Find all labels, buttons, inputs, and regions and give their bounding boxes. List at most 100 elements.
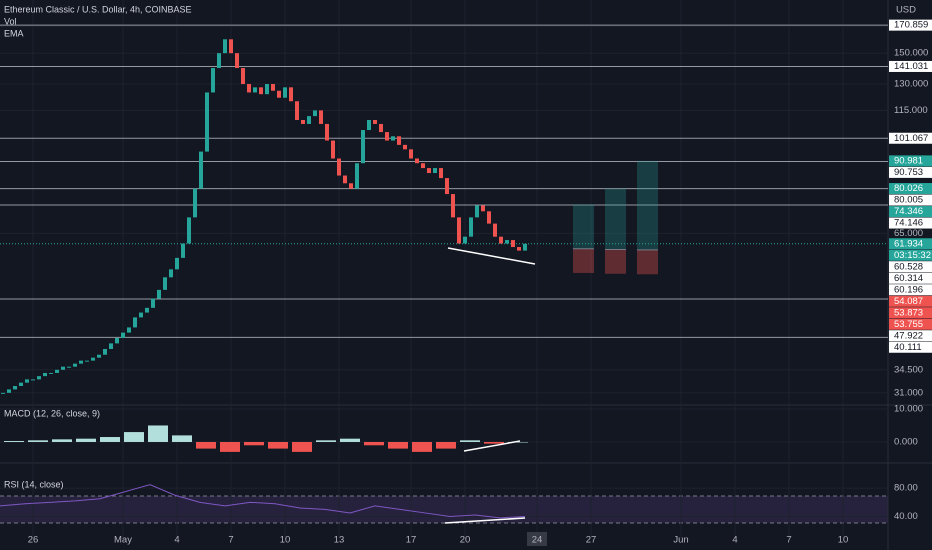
candle <box>169 269 173 278</box>
price-tag <box>889 132 932 144</box>
candle <box>379 123 383 133</box>
date-label: 4 <box>174 535 179 546</box>
candle <box>475 205 479 218</box>
price-tag <box>889 166 932 178</box>
candle <box>175 257 179 270</box>
candle <box>229 39 233 54</box>
date-label: 20 <box>460 535 471 546</box>
price-tick-label: 31.000 <box>894 387 923 398</box>
countdown-tag <box>889 249 932 261</box>
candle <box>223 39 227 54</box>
price-tag-label: 60.196 <box>894 284 923 295</box>
date-label: Jun <box>673 535 688 546</box>
candle <box>487 211 491 224</box>
rsi-tick-label: 40.00 <box>894 511 918 522</box>
macd-bar <box>52 439 72 442</box>
macd-bar <box>4 440 24 442</box>
macd-bar <box>460 440 480 442</box>
price-tag <box>889 295 932 307</box>
target-zone <box>637 160 658 250</box>
macd-bar <box>436 441 456 449</box>
candle <box>271 84 275 91</box>
ema-label: EMA <box>4 28 24 38</box>
candle <box>301 120 305 124</box>
candle <box>13 386 17 390</box>
price-tag <box>889 238 932 250</box>
price-tag-label: 40.111 <box>894 342 922 353</box>
candle <box>259 87 263 95</box>
price-tag-label: 53.873 <box>894 307 923 318</box>
price-tag-label: 170.859 <box>894 20 928 31</box>
date-label: 13 <box>334 535 345 546</box>
price-tag <box>889 318 932 330</box>
candle <box>199 151 203 189</box>
candle <box>493 223 497 237</box>
candle <box>439 168 443 179</box>
candle <box>193 188 197 218</box>
stop-zone <box>637 249 658 275</box>
candle <box>133 317 137 328</box>
candle <box>331 140 335 159</box>
rsi-band <box>0 496 888 523</box>
price-tag-label: 60.314 <box>894 273 923 284</box>
candle <box>511 240 515 248</box>
price-tag <box>889 60 932 72</box>
price-tag <box>889 307 932 319</box>
price-tag-label: 61.934 <box>894 238 923 249</box>
candle <box>1 392 5 394</box>
candle <box>241 68 245 85</box>
price-tag <box>889 19 932 31</box>
price-tick-label: 65.000 <box>894 228 923 239</box>
candle <box>313 110 317 117</box>
candle <box>97 354 101 358</box>
candle <box>397 136 401 145</box>
currency: USD <box>896 5 916 16</box>
price-tag <box>889 272 932 284</box>
macd-bar <box>364 441 384 446</box>
candle <box>49 372 53 374</box>
target-zone <box>573 204 594 249</box>
candle <box>163 277 167 290</box>
candle <box>325 123 329 141</box>
price-tag <box>889 284 932 296</box>
candle <box>445 178 449 195</box>
candle <box>427 168 431 174</box>
macd-bar <box>268 441 288 449</box>
macd-title: MACD (12, 26, close, 9) <box>4 408 100 418</box>
price-tag <box>889 206 932 218</box>
macd-bar <box>100 437 120 442</box>
candle <box>79 360 83 364</box>
macd-bar <box>388 441 408 449</box>
candle <box>295 101 299 121</box>
date-label: 7 <box>228 535 233 546</box>
candle <box>61 366 65 370</box>
macd-bar <box>316 440 336 442</box>
price-tag <box>889 261 932 273</box>
macd-bar <box>124 432 144 442</box>
symbol-title: Ethereum Classic / U.S. Dollar, 4h, COIN… <box>4 4 192 14</box>
macd-bar <box>196 441 216 449</box>
candle <box>367 120 371 131</box>
candle <box>19 382 23 387</box>
macd-bar <box>148 425 168 442</box>
candle <box>181 243 185 258</box>
candle <box>31 379 35 381</box>
candle <box>523 243 527 251</box>
macd-bar <box>220 441 240 452</box>
candle <box>127 327 131 333</box>
rsi-line <box>0 484 526 519</box>
rsi-title: RSI (14, close) <box>4 479 64 489</box>
candle <box>283 87 287 98</box>
candle <box>151 298 155 308</box>
price-tick-label: 34.500 <box>894 364 923 375</box>
candle <box>217 53 221 69</box>
candle <box>187 217 191 244</box>
price-tag-label: 53.755 <box>894 319 923 330</box>
price-tag-label: 141.031 <box>894 61 928 72</box>
macd-bar <box>292 441 312 452</box>
candle <box>85 360 89 362</box>
trendline <box>447 247 536 265</box>
candle <box>247 84 251 93</box>
price-tag <box>889 155 932 167</box>
